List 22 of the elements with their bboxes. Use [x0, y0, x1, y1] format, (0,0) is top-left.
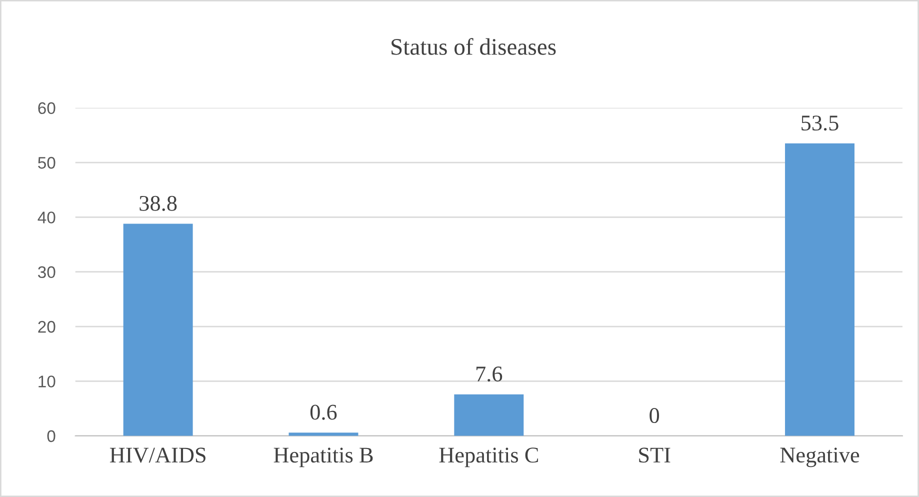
x-tick-label: Negative — [780, 448, 860, 468]
x-tick-label: STI — [639, 448, 670, 463]
x-tick-label: Hepatitis C — [439, 448, 538, 468]
bar — [123, 224, 193, 436]
x-tick-label: Hepatitis B — [274, 448, 373, 468]
y-tick-label: 20 — [38, 320, 56, 333]
y-tick-label: 0 — [47, 430, 56, 442]
data-label: 0.6 — [310, 404, 337, 420]
bar — [454, 394, 524, 436]
y-tick-label: 50 — [38, 156, 56, 169]
y-tick-label: 60 — [38, 102, 56, 114]
x-tick-label: HIV/AIDS — [110, 448, 206, 463]
data-label: 0 — [650, 408, 660, 424]
y-tick-label: 40 — [38, 212, 56, 224]
y-tick-label: 10 — [38, 376, 56, 388]
data-label: 7.6 — [476, 366, 502, 382]
bar — [288, 432, 358, 436]
data-label: 53.5 — [802, 116, 838, 131]
y-tick-label: 30 — [38, 266, 56, 278]
chart-title: Status of diseases — [392, 38, 556, 55]
data-label: 38.8 — [140, 196, 177, 211]
bar — [785, 143, 854, 436]
